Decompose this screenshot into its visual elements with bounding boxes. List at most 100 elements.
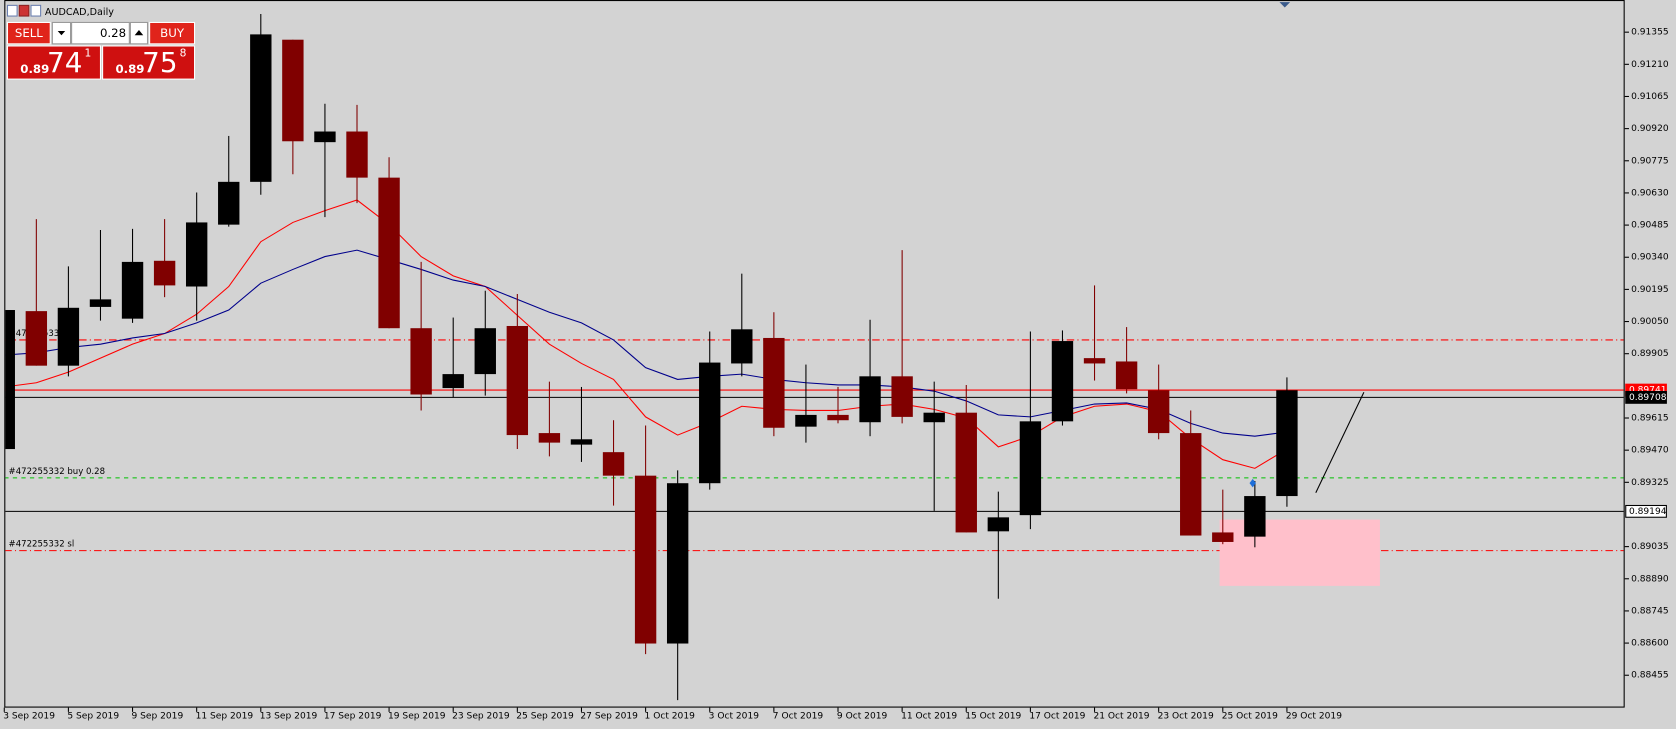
candle-body [506,325,529,436]
ask-point: 8 [180,46,187,59]
zone [1219,519,1380,586]
y-tick-label: 0.89615 [1631,414,1669,424]
price-label-box [1625,390,1667,404]
x-tick-label: 1 Oct 2019 [645,712,696,722]
candle-body [378,177,400,329]
order-label: #472255332 buy 0.28 [9,467,105,477]
candle-body [795,414,817,427]
candle-body [218,181,240,225]
arrow-icon [57,31,66,36]
ask-big: 0.89 [115,62,144,76]
price-label: 0.89194 [1629,507,1667,517]
x-tick-label: 25 Sep 2019 [516,712,574,722]
y-tick-label: 0.91210 [1631,60,1669,70]
candle-body [89,299,112,307]
price-label-box [1625,504,1667,518]
candle-body [153,260,176,286]
y-tick-label: 0.90485 [1631,221,1669,231]
candle-body [1083,358,1106,364]
arrow-icon [134,29,144,36]
candle-body [1180,433,1202,536]
bid-pips: 74 [47,46,82,79]
candle-body [185,222,208,287]
candle-body [1051,341,1074,422]
candle-body [474,328,496,375]
chart-icon [6,4,18,17]
x-tick-label: 11 Oct 2019 [901,712,957,722]
sell-label: SELL [15,26,43,40]
lot-value: 0.28 [100,26,126,40]
candle-body [1276,390,1298,497]
y-tick-label: 0.89035 [1631,542,1669,552]
buy-button[interactable] [149,21,196,45]
candle-body [5,310,15,450]
y-tick-label: 0.88890 [1631,574,1669,584]
x-tick-label: 23 Sep 2019 [452,712,510,722]
x-tick-label: 17 Oct 2019 [1029,712,1085,722]
y-tick-label: 0.91065 [1631,92,1669,102]
buy-label: BUY [160,26,185,40]
x-tick-label: 13 Sep 2019 [260,712,318,722]
bid-point: 1 [84,46,91,59]
candle-body [955,412,977,533]
x-tick-label: 3 Sep 2019 [3,712,55,722]
candle-body [1212,532,1234,542]
y-tick-label: 0.91355 [1631,28,1669,38]
candle-body [314,131,336,143]
candle-body [987,517,1010,532]
bid-big: 0.89 [20,62,49,76]
candle-body [121,261,144,319]
x-tick-label: 27 Sep 2019 [580,712,638,722]
order-label: #472255332 sl [9,540,75,550]
x-tick-label: 23 Oct 2019 [1158,712,1214,722]
y-tick-label: 0.88455 [1631,671,1669,681]
candle-body [859,376,881,423]
x-tick-label: 17 Sep 2019 [324,712,382,722]
candle-body [923,412,945,423]
x-tick-label: 25 Oct 2019 [1222,712,1278,722]
candle-body [891,376,913,417]
x-tick-label: 15 Oct 2019 [965,712,1021,722]
candle-body [282,39,304,142]
price-label: 0.89708 [1629,393,1667,403]
ask-box[interactable] [102,45,196,80]
x-tick-label: 21 Oct 2019 [1093,712,1149,722]
candle-body [1019,421,1042,516]
candle-body [699,362,721,484]
y-tick-label: 0.90920 [1631,124,1669,134]
y-tick-label: 0.90340 [1631,253,1669,263]
candle-body [1147,390,1170,434]
candle-body [538,433,561,443]
x-tick-label: 29 Oct 2019 [1286,712,1342,722]
lot-input[interactable] [71,21,130,45]
candle-body [1244,496,1266,537]
candle-body [666,483,689,644]
candle-body [57,307,80,366]
y-tick-label: 0.89905 [1631,349,1669,359]
y-tick-label: 0.89470 [1631,446,1669,456]
candle-body [410,328,432,395]
scroll-marker [1279,2,1291,8]
candle-body [827,414,849,421]
bid-box[interactable] [6,45,102,80]
chart-icon [18,4,30,17]
y-tick-label: 0.90775 [1631,156,1669,166]
y-tick-label: 0.90630 [1631,188,1669,198]
trendline [1315,392,1365,493]
sell-button[interactable] [6,21,51,45]
candle-body [634,475,657,644]
candle-body [25,311,48,366]
candle-body [763,337,785,428]
x-tick-label: 9 Sep 2019 [131,712,183,722]
price-label: 0.89741 [1629,386,1667,396]
plot-area: #472255332 tp#472255332 buy 0.28#4722553… [5,13,1624,701]
x-tick-label: 5 Sep 2019 [67,712,119,722]
candle-body [731,329,753,364]
chart-icon [30,4,42,17]
x-tick-label: 3 Oct 2019 [709,712,760,722]
ask-pips: 75 [142,46,177,79]
